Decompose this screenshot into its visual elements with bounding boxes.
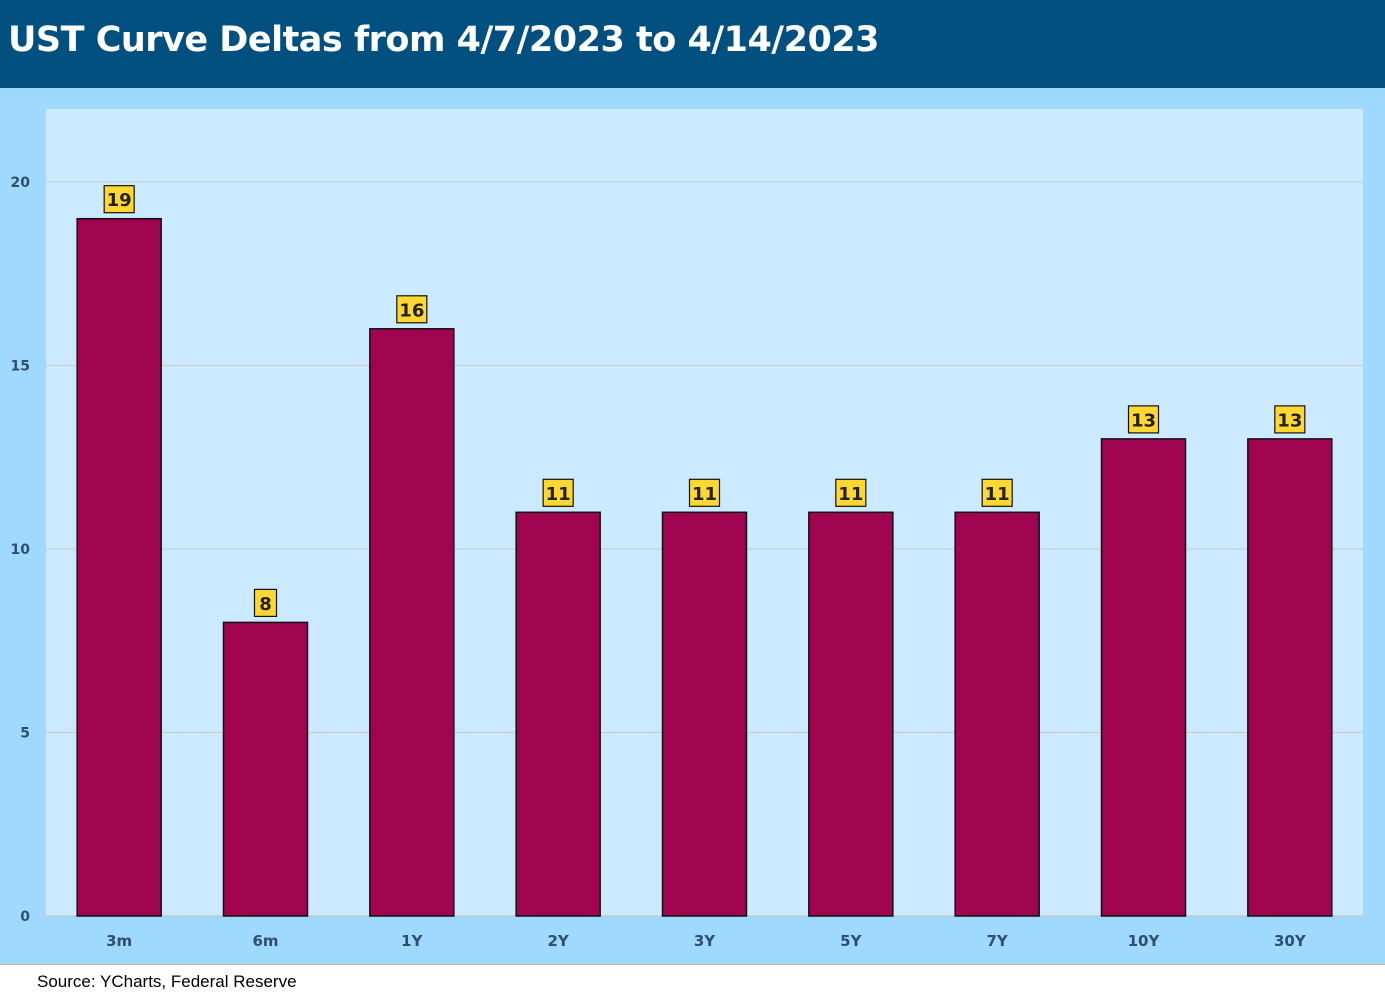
bar (661, 511, 748, 917)
bar (369, 328, 455, 917)
title-bar: UST Curve Deltas from 4/7/2023 to 4/14/2… (0, 0, 1385, 88)
y-tick-label: 0 (20, 909, 30, 925)
divider (0, 964, 1385, 965)
data-label: 13 (1131, 410, 1156, 431)
bar (76, 217, 162, 917)
bar (1247, 438, 1333, 917)
data-label: 11 (838, 484, 863, 505)
x-tick-label: 10Y (1128, 932, 1161, 950)
data-label: 19 (107, 190, 132, 211)
bar (1100, 438, 1187, 917)
bar (515, 511, 601, 917)
data-label-box (1127, 405, 1160, 434)
data-label-box (542, 478, 574, 507)
bar (222, 621, 309, 917)
source-note: Source: YCharts, Federal Reserve (37, 972, 297, 991)
data-label: 8 (259, 594, 272, 615)
data-label: 13 (1277, 410, 1302, 431)
bar-chart: 0 5 10 15 20 19 3m 8 6m 16 1Y 11 2Y 11 3Y 11 5Y 11 7Y 13 10Y… (0, 88, 1385, 964)
data-label-box (396, 295, 428, 324)
x-tick-label: 5Y (840, 932, 862, 950)
y-tick-label: 5 (20, 726, 30, 742)
chart-area: 0 5 10 15 20 19 3m 8 6m 16 1Y 11 2Y 11 3Y 11 5Y 11 7Y 13 10Y… (0, 88, 1385, 964)
page-title: UST Curve Deltas from 4/7/2023 to 4/14/2… (8, 20, 880, 60)
x-tick-label: 3m (106, 932, 132, 950)
data-label-box (253, 588, 278, 617)
bar (954, 511, 1040, 917)
y-tick-label: 20 (11, 175, 31, 191)
x-tick-label: 30Y (1274, 932, 1307, 950)
x-tick-label: 7Y (987, 932, 1009, 950)
bar (808, 511, 894, 917)
x-tick-label: 1Y (401, 932, 423, 950)
data-label: 11 (985, 484, 1010, 505)
data-label: 16 (399, 300, 424, 321)
x-tick-label: 2Y (548, 932, 570, 950)
x-tick-label: 6m (252, 932, 278, 950)
data-label-box (835, 478, 867, 507)
x-tick-label: 3Y (694, 932, 716, 950)
data-label-box (103, 185, 135, 214)
data-label-box (981, 478, 1013, 507)
data-label-box (688, 478, 721, 507)
y-tick-label: 15 (11, 359, 30, 375)
data-label: 11 (546, 484, 571, 505)
data-label-box (1274, 405, 1306, 434)
y-tick-label: 10 (11, 542, 31, 558)
data-label: 11 (692, 484, 717, 505)
